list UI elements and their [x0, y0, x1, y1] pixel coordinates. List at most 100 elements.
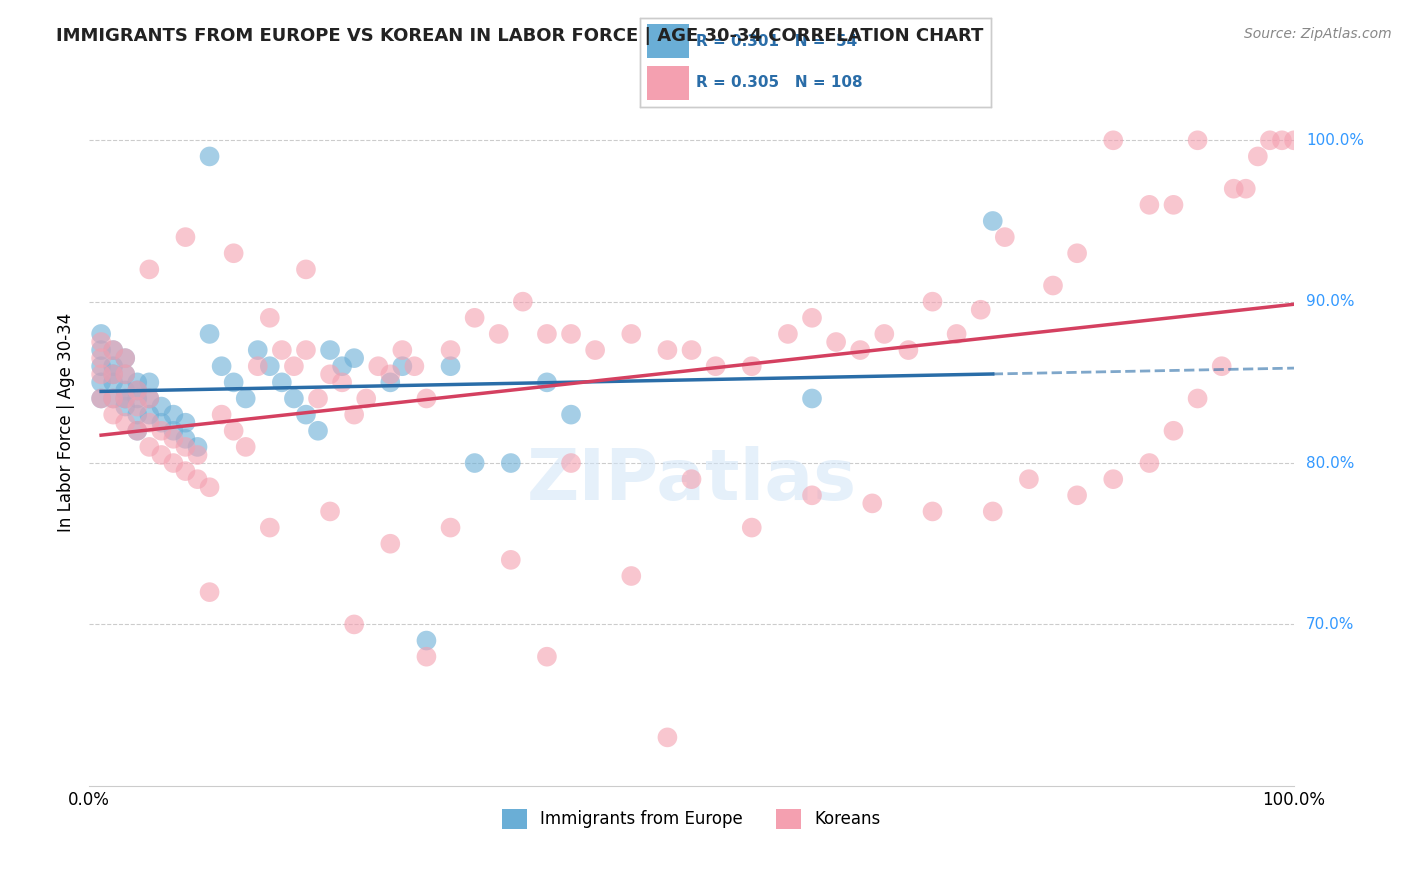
- Point: [114, 392, 136, 406]
- Point: [801, 488, 824, 502]
- Point: [198, 326, 221, 341]
- Point: [415, 649, 437, 664]
- Point: [849, 343, 872, 357]
- Point: [186, 440, 208, 454]
- Point: [1258, 133, 1281, 147]
- Point: [162, 432, 184, 446]
- Point: [1066, 246, 1088, 260]
- Point: [90, 351, 112, 366]
- Point: [343, 617, 366, 632]
- Point: [114, 392, 136, 406]
- Point: [1271, 133, 1294, 147]
- Point: [114, 368, 136, 382]
- Point: [90, 334, 112, 349]
- Point: [367, 359, 389, 374]
- Point: [283, 392, 305, 406]
- Point: [1234, 182, 1257, 196]
- Text: ZIPatlas: ZIPatlas: [526, 446, 856, 516]
- Point: [343, 408, 366, 422]
- Point: [391, 343, 413, 357]
- Point: [1282, 133, 1305, 147]
- Point: [222, 246, 245, 260]
- Point: [174, 432, 197, 446]
- Point: [380, 376, 402, 390]
- Point: [174, 230, 197, 244]
- Point: [994, 230, 1017, 244]
- Point: [1102, 472, 1125, 486]
- Point: [138, 392, 160, 406]
- Point: [681, 472, 703, 486]
- Point: [741, 359, 763, 374]
- Point: [1102, 133, 1125, 147]
- Point: [90, 376, 112, 390]
- Point: [776, 326, 799, 341]
- Point: [127, 408, 149, 422]
- Point: [620, 326, 643, 341]
- Point: [101, 343, 124, 357]
- Point: [536, 649, 558, 664]
- Point: [415, 633, 437, 648]
- Point: [307, 392, 329, 406]
- Point: [127, 400, 149, 414]
- Point: [488, 326, 510, 341]
- Point: [174, 416, 197, 430]
- Point: [101, 392, 124, 406]
- Point: [921, 504, 943, 518]
- Point: [499, 553, 522, 567]
- Point: [138, 376, 160, 390]
- Point: [439, 359, 461, 374]
- Point: [464, 310, 486, 325]
- Point: [741, 520, 763, 534]
- Point: [138, 440, 160, 454]
- Point: [114, 351, 136, 366]
- Point: [259, 359, 281, 374]
- Point: [439, 520, 461, 534]
- Point: [391, 359, 413, 374]
- Point: [981, 504, 1004, 518]
- Point: [583, 343, 606, 357]
- Point: [873, 326, 896, 341]
- Point: [1066, 488, 1088, 502]
- Point: [127, 392, 149, 406]
- Bar: [647, 66, 689, 100]
- Point: [897, 343, 920, 357]
- Point: [270, 376, 292, 390]
- Point: [1187, 392, 1209, 406]
- Point: [127, 376, 149, 390]
- Point: [1247, 149, 1270, 163]
- Point: [222, 376, 245, 390]
- Point: [162, 456, 184, 470]
- Text: 80.0%: 80.0%: [1306, 456, 1354, 471]
- Point: [222, 424, 245, 438]
- Bar: [647, 24, 689, 58]
- Point: [101, 408, 124, 422]
- Point: [1163, 424, 1185, 438]
- Point: [127, 424, 149, 438]
- Point: [174, 440, 197, 454]
- Point: [246, 359, 269, 374]
- Point: [90, 326, 112, 341]
- Text: R = 0.305   N = 108: R = 0.305 N = 108: [696, 76, 863, 90]
- Point: [1222, 182, 1244, 196]
- Point: [1042, 278, 1064, 293]
- Point: [235, 392, 257, 406]
- Point: [235, 440, 257, 454]
- Point: [162, 408, 184, 422]
- Point: [536, 376, 558, 390]
- Point: [90, 392, 112, 406]
- Text: 70.0%: 70.0%: [1306, 617, 1354, 632]
- Point: [101, 359, 124, 374]
- Point: [186, 448, 208, 462]
- Point: [439, 343, 461, 357]
- Point: [319, 504, 342, 518]
- Point: [620, 569, 643, 583]
- Text: IMMIGRANTS FROM EUROPE VS KOREAN IN LABOR FORCE | AGE 30-34 CORRELATION CHART: IMMIGRANTS FROM EUROPE VS KOREAN IN LABO…: [56, 27, 984, 45]
- Point: [186, 472, 208, 486]
- Point: [404, 359, 426, 374]
- Point: [127, 384, 149, 398]
- Point: [174, 464, 197, 478]
- Point: [499, 456, 522, 470]
- Point: [198, 585, 221, 599]
- Point: [114, 400, 136, 414]
- Point: [295, 343, 318, 357]
